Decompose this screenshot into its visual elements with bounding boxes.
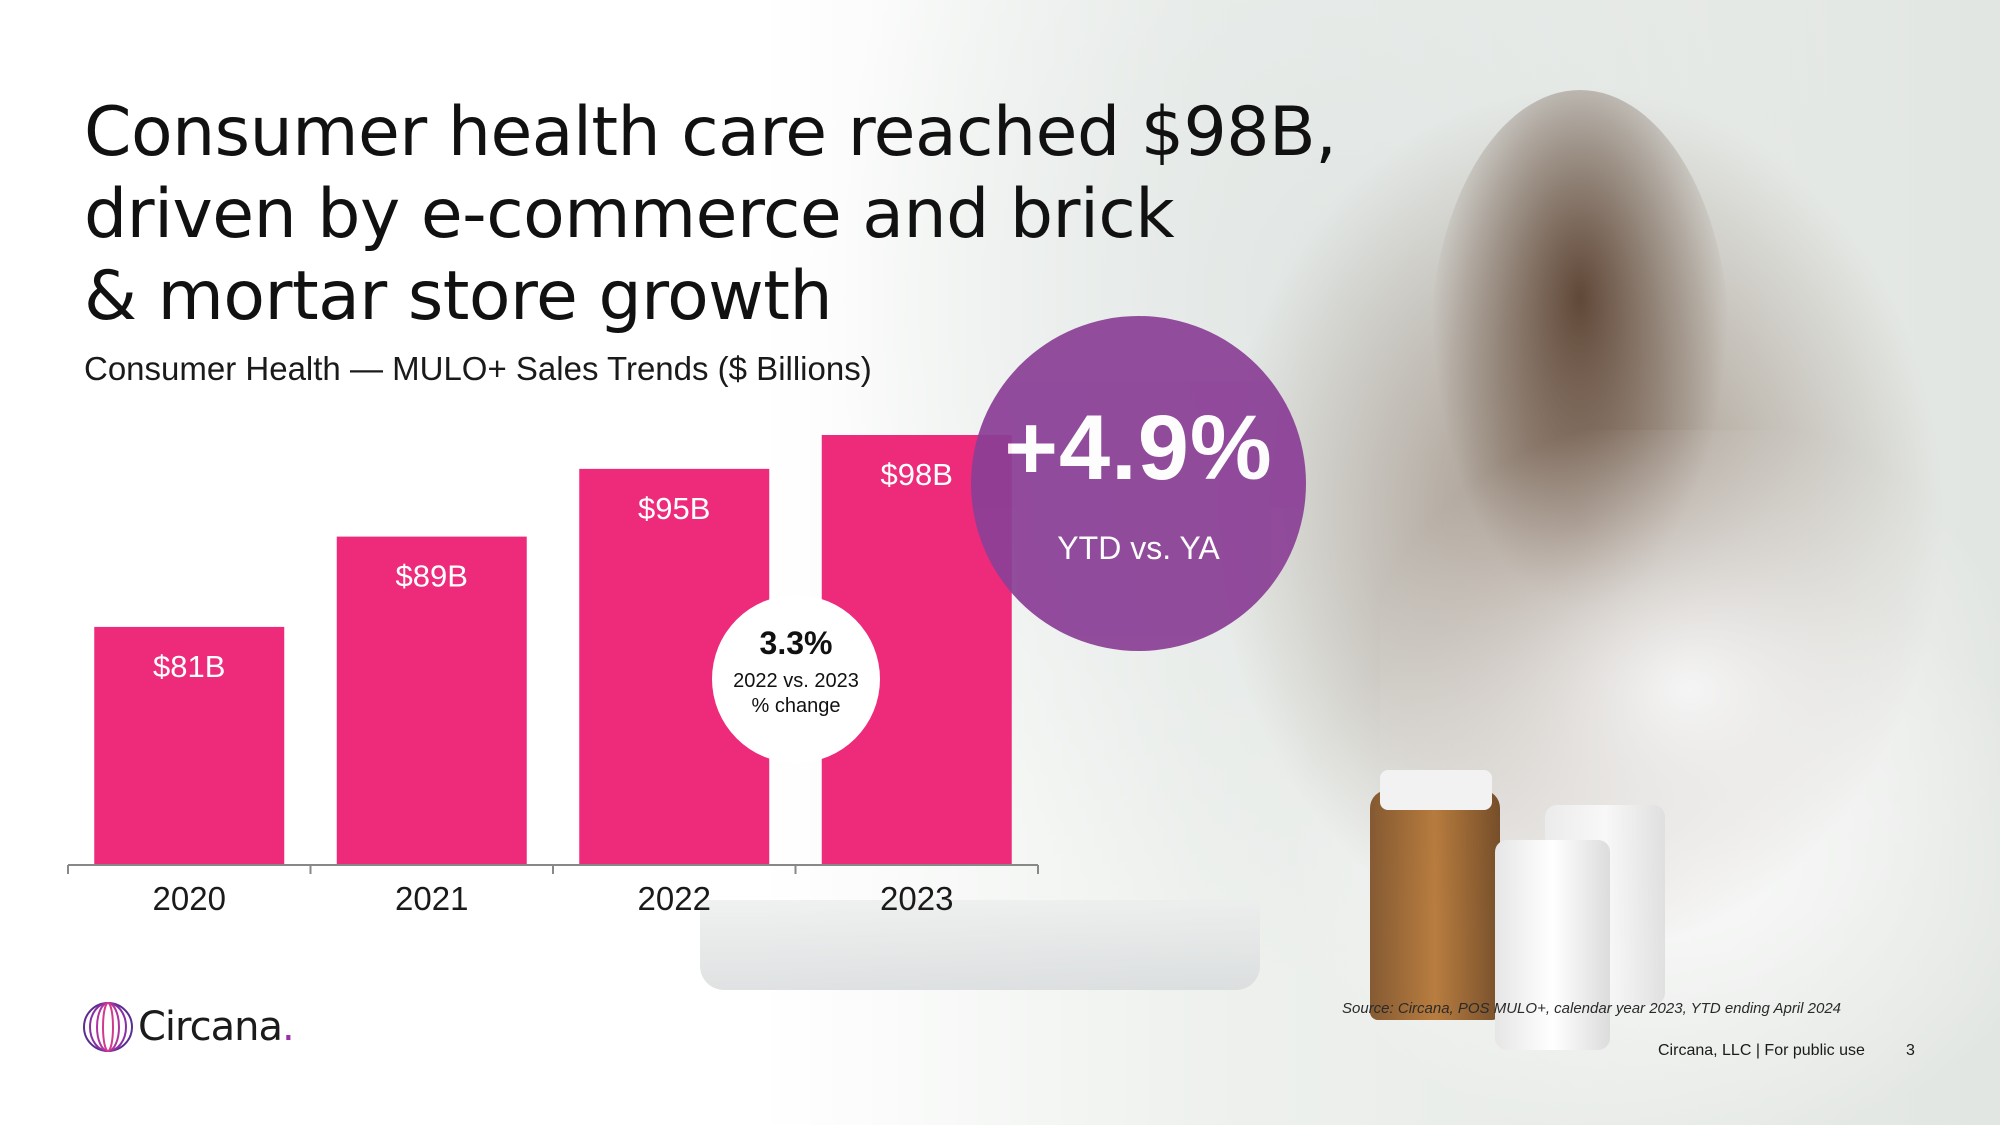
change-callout-label: % change [751,695,841,717]
x-tick-label: 2020 [153,880,226,917]
chart-subtitle: Consumer Health — MULO+ Sales Trends ($ … [84,350,872,387]
sales-bar-chart: $81B 2020 $89B 2021 $95B 2022 $98B 2023 [67,435,1039,917]
x-tick-label: 2022 [638,880,711,917]
x-tick-label: 2021 [395,880,468,917]
bar-value-label: $81B [153,649,225,684]
slide-title-line: Consumer health care reached $98B, [84,93,1337,172]
footer-text: Circana, LLC | For public use [1658,1042,1865,1059]
bar-2020 [94,626,285,864]
bar-value-label: $98B [881,457,953,492]
change-callout-period: 2022 vs. 2023 [733,670,859,692]
ytd-growth-value: +4.9% [1004,397,1273,499]
change-callout: 3.3% 2022 vs. 2023 % change [712,595,880,763]
background-photo-bottle-cap [1380,770,1492,810]
ytd-growth-bubble: +4.9% YTD vs. YA [971,316,1306,651]
logo-name: Circana [138,1004,283,1050]
logo-dot: . [281,1004,295,1050]
bar-value-label: $95B [638,491,710,526]
x-tick-label: 2023 [880,880,953,917]
bar-2021 [336,536,527,864]
bar-value-label: $89B [396,559,468,594]
background-photo-bottle [1495,840,1610,1050]
background-photo-laptop [700,900,1260,990]
circana-logo: Circana. [80,995,295,1059]
circana-logo-icon [83,1002,133,1052]
source-note: Source: Circana, POS MULO+, calendar yea… [1342,1000,1842,1017]
slide-title: Consumer health care reached $98B, drive… [84,92,1584,338]
change-callout-value: 3.3% [759,625,833,661]
background-photo-bottle [1370,790,1500,1020]
slide-title-line: & mortar store growth [84,257,833,336]
logo-wordmark: Circana. [138,1004,295,1050]
ytd-growth-label: YTD vs. YA [1057,530,1220,566]
page-number: 3 [1906,1042,1915,1059]
slide-title-line: driven by e-commerce and brick [84,175,1175,254]
